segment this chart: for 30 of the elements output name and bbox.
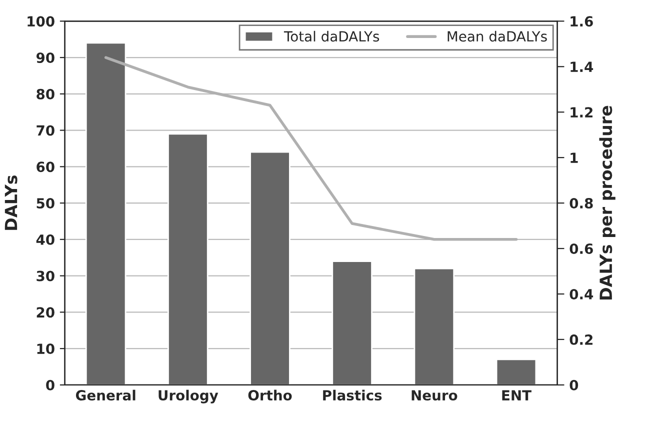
x-tick-label: Urology [158,390,218,404]
x-tick-label: ENT [502,390,532,400]
y2-tick-label: 0.2 [570,334,592,345]
y2-tick-label: 0.6 [570,243,593,254]
y2-tick-label: 1.4 [570,62,594,72]
y2-tick-label: 1 [570,152,578,163]
x-tick-label: Neuro [412,390,458,401]
y2-tick-label: 0.8 [570,198,593,209]
y2-tick-label: 1.2 [570,107,592,118]
y-tick-label: 30 [36,270,54,282]
y-tick-label: 80 [36,88,54,100]
y-tick-label: 100 [28,16,54,27]
y-tick-label: 90 [36,52,54,63]
y2-tick-label: 0.4 [570,288,594,300]
y-tick-label: 0 [46,380,54,390]
y2-axis-title: DALYs per procedure [599,106,616,300]
legend-label: Mean daDALYs [448,30,547,42]
y-tick-label: 40 [36,234,54,245]
legend-label: Total daDALYs [284,30,380,42]
x-tick-label: Plastics [323,390,382,401]
y2-tick-label: 1.6 [570,16,593,27]
x-tick-label: General [76,390,136,401]
y-tick-label: 50 [36,198,54,209]
y2-tick-label: 0 [570,380,578,390]
y-tick-label: 20 [36,307,54,318]
y-tick-label: 60 [36,162,54,172]
y-tick-label: 10 [37,344,54,354]
y-tick-label: 70 [36,125,54,136]
y-axis-title: DALYs [4,175,18,230]
x-tick-label: Ortho [248,390,292,401]
